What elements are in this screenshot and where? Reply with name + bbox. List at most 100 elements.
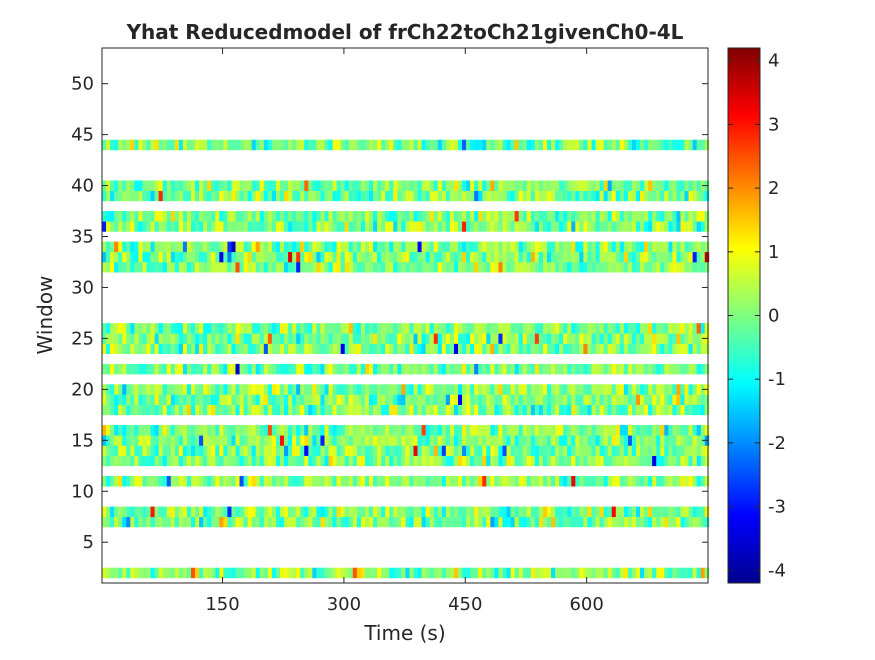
heatmap-cell [502,435,507,446]
heatmap-cell [275,394,281,405]
heatmap-cell [231,516,236,528]
heatmap-cell [462,476,467,487]
heatmap-cell [243,180,249,191]
heatmap-cell [199,180,204,191]
heatmap-cell [231,211,236,222]
heatmap-cell [300,211,305,222]
heatmap-cell [191,404,196,416]
heatmap-cell [603,363,609,375]
heatmap-cell [457,333,463,344]
heatmap-cell [324,384,329,395]
heatmap-cell [328,394,333,405]
heatmap-cell [267,139,273,151]
heatmap-cell [542,251,548,263]
heatmap-cell [352,435,358,446]
heatmap-cell [381,241,386,253]
heatmap-cell [255,516,261,528]
heatmap-cell [563,567,568,579]
heatmap-cell [656,211,661,222]
heatmap-cell [478,211,483,222]
heatmap-cell [587,241,592,253]
heatmap-cell [336,251,342,263]
heatmap-cell [462,394,467,405]
heatmap-cell [118,333,123,344]
heatmap-cell [619,333,625,344]
heatmap-cell [474,139,479,151]
heatmap-cell [405,516,410,528]
heatmap-cell [373,139,378,151]
heatmap-cell [401,404,406,416]
heatmap-cell [611,384,617,395]
heatmap-cell [397,333,402,344]
heatmap-cell [373,363,378,375]
heatmap-cell [640,404,645,416]
heatmap-cell [437,516,443,528]
heatmap-cell [324,425,329,436]
heatmap-cell [162,567,168,579]
heatmap-cell [255,333,261,344]
heatmap-cell [316,435,321,446]
heatmap-cell [332,363,338,375]
heatmap-cell [522,343,528,355]
heatmap-cell [684,343,689,355]
heatmap-cell [162,516,168,528]
heatmap-cell [373,435,378,446]
heatmap-cell [271,425,277,436]
heatmap-cell [462,262,467,273]
heatmap-cell [389,394,394,405]
heatmap-cell [474,180,479,191]
heatmap-cell [542,262,548,273]
heatmap-cell [223,343,228,355]
heatmap-cell [567,323,572,334]
heatmap-cell [478,394,483,405]
heatmap-cell [356,323,362,334]
heatmap-cell [656,567,661,579]
heatmap-cell [170,455,176,467]
heatmap-cell [575,241,580,253]
heatmap-cell [664,139,669,151]
heatmap-cell [668,262,673,273]
heatmap-cell [652,455,657,467]
heatmap-cell [150,211,155,222]
heatmap-cell [672,435,677,446]
heatmap-cell [114,455,119,467]
heatmap-cell [186,251,192,263]
heatmap-cell [644,476,649,487]
heatmap-cell [231,455,236,467]
heatmap-cell [138,180,143,191]
heatmap-cell [441,251,447,263]
heatmap-cell [631,516,637,528]
heatmap-cell [611,567,617,579]
heatmap-cell [385,333,390,344]
heatmap-cell [413,435,418,446]
heatmap-cell [401,435,406,446]
heatmap-cell [150,445,155,456]
heatmap-cell [235,211,240,222]
heatmap-cell [154,506,160,518]
heatmap-cell [304,363,309,375]
heatmap-cell [607,516,613,528]
heatmap-cell [316,445,321,456]
heatmap-cell [470,343,475,355]
heatmap-cell [373,180,378,191]
heatmap-cell [320,516,325,528]
heatmap-cell [668,455,673,467]
heatmap-cell [652,251,657,263]
heatmap-cell [255,394,261,405]
heatmap-cell [664,425,669,436]
heatmap-cell [385,516,390,528]
heatmap-cell [138,333,143,344]
heatmap-cell [551,425,556,436]
heatmap-cell [490,323,495,334]
heatmap-cell [635,251,641,263]
heatmap-cell [676,221,681,232]
heatmap-cell [381,343,386,355]
heatmap-cell [413,262,418,273]
heatmap-cell [615,180,621,191]
heatmap-cell [158,139,164,151]
heatmap-cell [186,180,192,191]
heatmap-cell [174,425,180,436]
heatmap-cell [275,221,281,232]
heatmap-cell [360,333,366,344]
heatmap-cell [413,445,418,456]
